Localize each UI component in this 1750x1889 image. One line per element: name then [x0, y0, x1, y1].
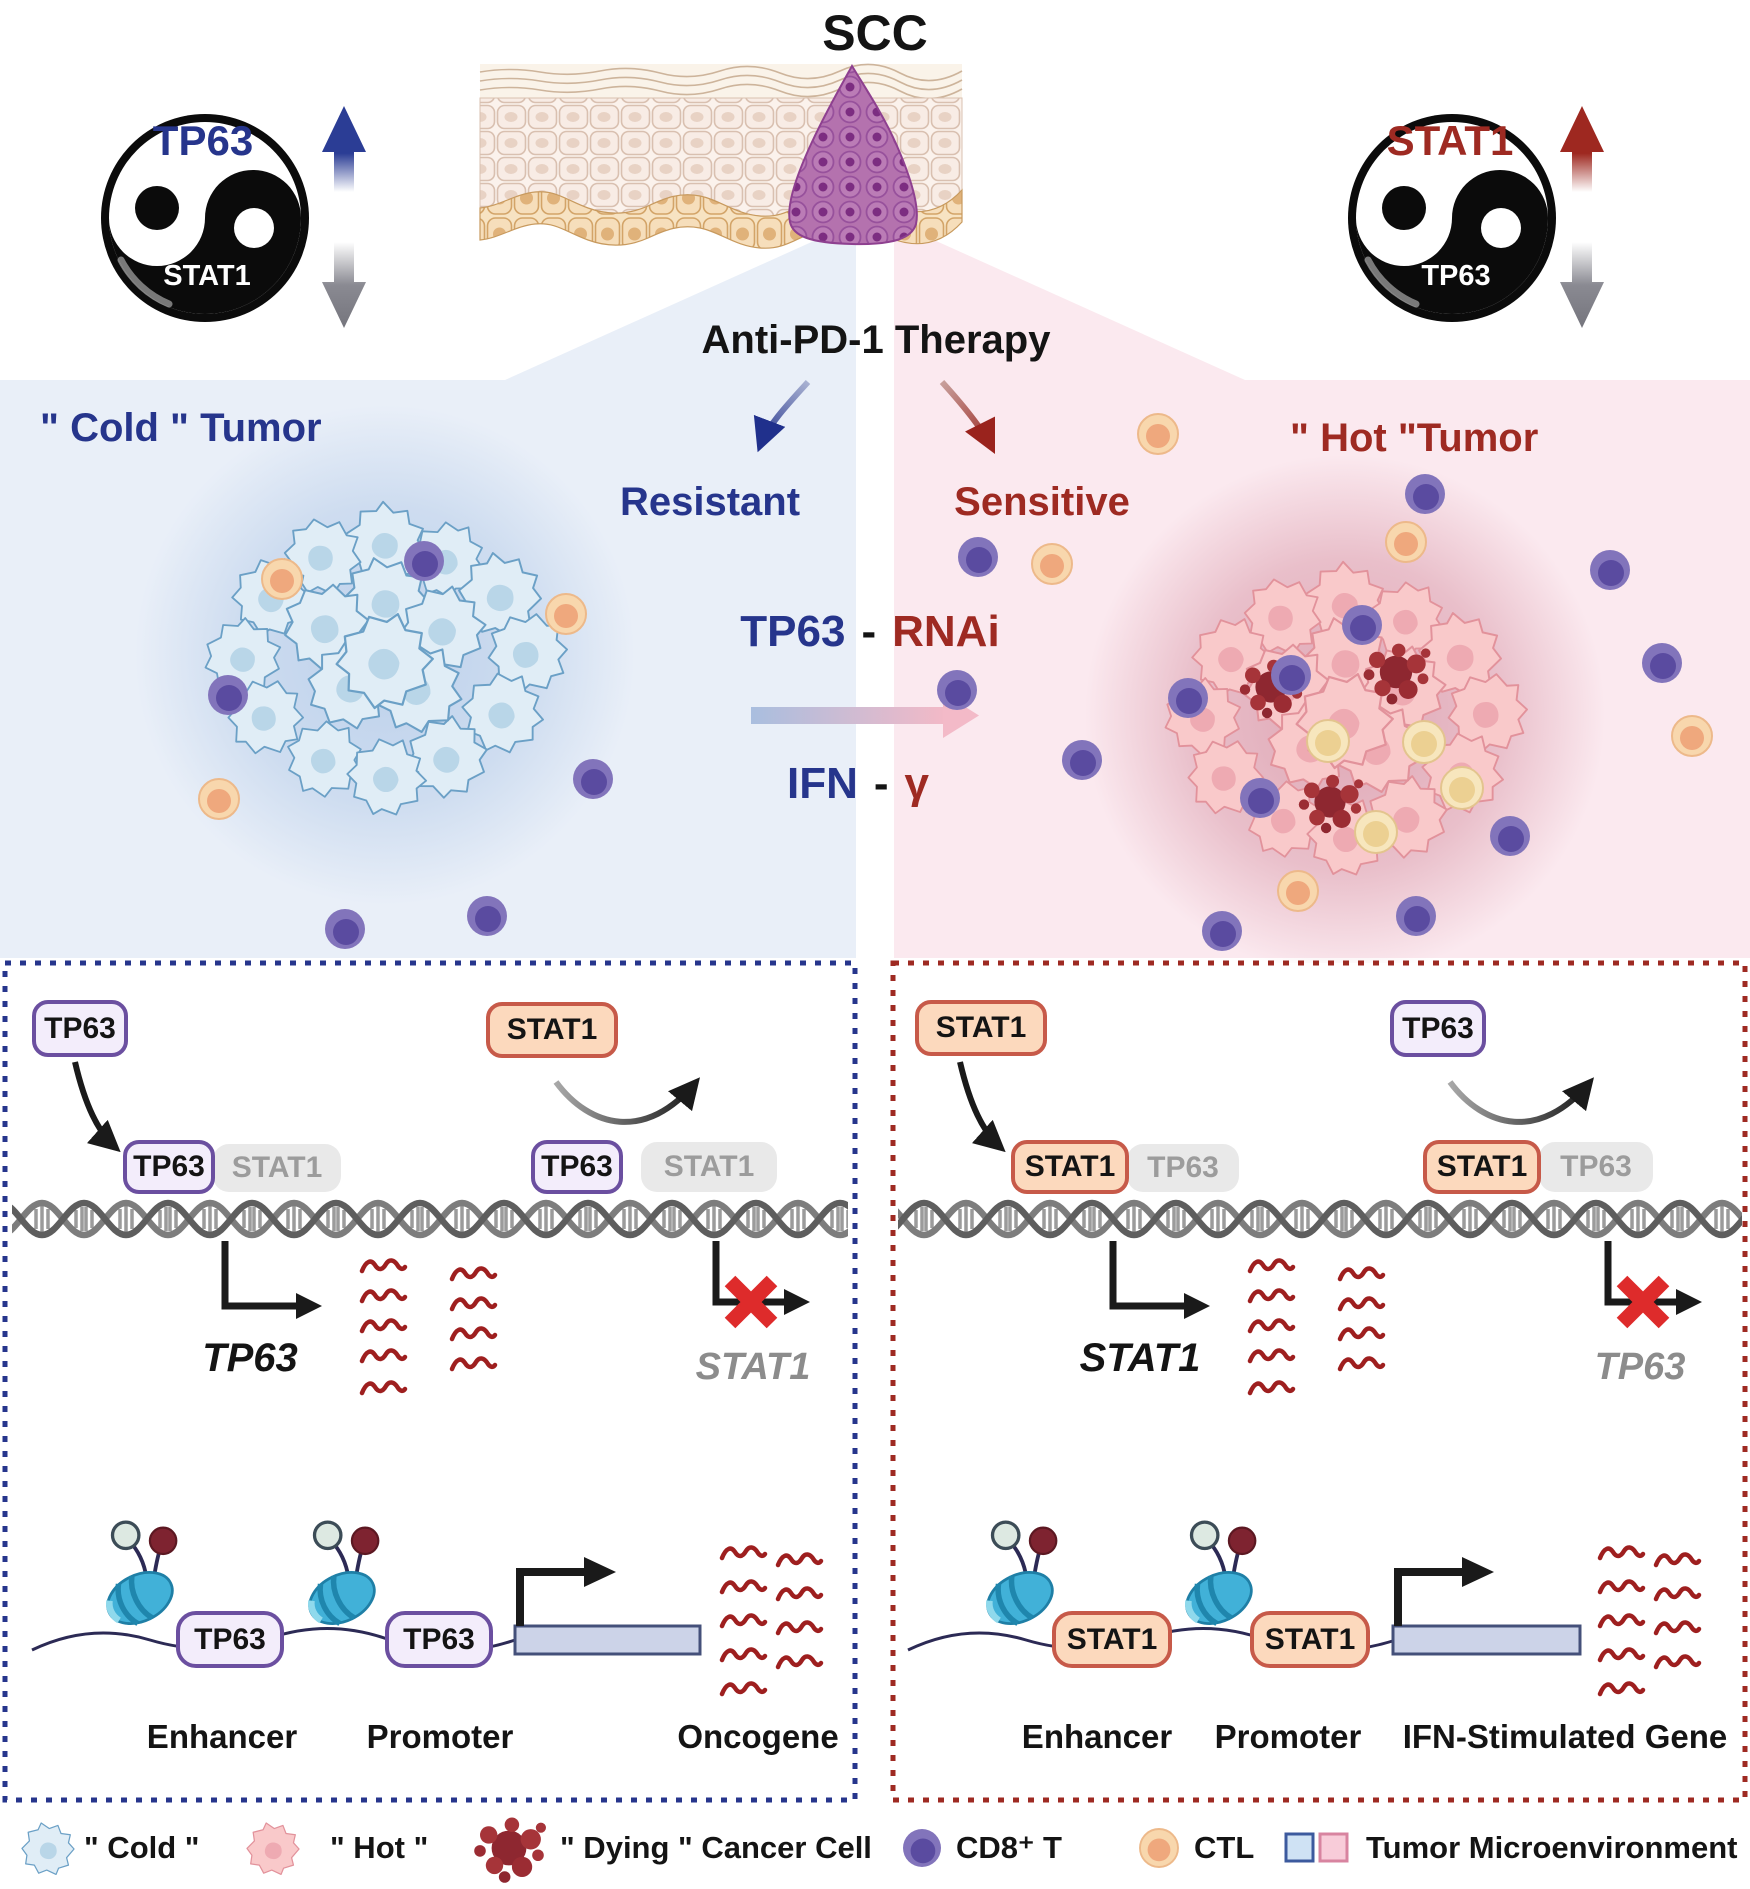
tme-cold-swatch	[1284, 1832, 1315, 1863]
cytokine-name: IFN	[786, 759, 858, 808]
stat1-eviction-arrow	[553, 1077, 700, 1125]
tp63-transcription-arrow	[221, 1241, 298, 1310]
sensitive-label: Sensitive	[954, 480, 1130, 524]
tp63-enhancer-pill: TP63	[176, 1611, 284, 1668]
legend-cd8-label: CD8⁺ T	[956, 1830, 1062, 1865]
tp63-bound-pill: TP63	[531, 1140, 623, 1194]
stat1-binding-arrow	[957, 1061, 1006, 1153]
stat1-bound-pill: STAT1	[1423, 1140, 1541, 1194]
tp63-free-pill: TP63	[1390, 1000, 1486, 1057]
promoter-label: Promoter	[366, 1718, 514, 1755]
legend-icons	[21, 1817, 1349, 1883]
tss-arrow	[1394, 1568, 1464, 1626]
stat1-down-arrow-icon	[322, 242, 366, 328]
knockdown-gene: TP63	[740, 607, 846, 656]
isg-body	[1391, 1624, 1582, 1656]
tp63-binding-arrow	[72, 1061, 121, 1153]
legend-cold-label: " Cold "	[84, 1830, 200, 1865]
scc-tumor	[788, 64, 918, 246]
stat1-transcription-arrow	[1109, 1241, 1186, 1310]
yinyang-right-top-label: STAT1	[1386, 117, 1514, 164]
stat1-displaced-pill: STAT1	[213, 1144, 341, 1192]
tp63-promoter-pill: TP63	[385, 1611, 493, 1668]
hot-tumor-label: " Hot "Tumor	[1290, 416, 1539, 460]
yinyang-right-bottom-label: TP63	[1421, 260, 1491, 292]
legend-tme-label: Tumor Microenvironment	[1366, 1830, 1738, 1865]
cytokine-sep: -	[873, 759, 889, 808]
blocked-gene-label: TP63	[1594, 1346, 1686, 1388]
active-gene-label: TP63	[202, 1336, 298, 1380]
active-gene-label: STAT1	[1079, 1336, 1201, 1380]
dying-cell-icon	[474, 1817, 546, 1883]
legend-dying-label: " Dying " Cancer Cell	[560, 1830, 872, 1865]
tp63-down-arrow-icon	[1560, 242, 1604, 328]
figure-title: SCC	[822, 5, 928, 61]
resistant-curved-arrow	[753, 379, 811, 453]
tp63-displaced-pill: TP63	[1539, 1142, 1653, 1192]
enhancer-label: Enhancer	[1021, 1718, 1173, 1755]
knockdown-method: RNAi	[892, 607, 1000, 656]
cold-cell-icon	[21, 1822, 75, 1876]
cold-tumor-label: " Cold " Tumor	[40, 406, 322, 450]
tp63-bound-pill: TP63	[123, 1140, 215, 1194]
dna-helix	[898, 1197, 1742, 1243]
tp63-up-arrow-icon	[322, 106, 366, 192]
tss-arrow	[516, 1568, 586, 1626]
stat1-blocked-arrow	[712, 1241, 786, 1306]
tp63-free-pill: TP63	[32, 1000, 128, 1057]
skin-illustration	[479, 63, 963, 249]
cytokine-suffix: γ	[904, 759, 930, 808]
stat1-free-pill: STAT1	[486, 1002, 618, 1058]
hot-cell-icon	[246, 1822, 300, 1876]
tp63-eviction-arrow	[1447, 1077, 1594, 1125]
stat1-displaced-pill: STAT1	[641, 1142, 777, 1192]
resistant-label: Resistant	[619, 480, 801, 524]
tp63-blocked-arrow	[1604, 1241, 1678, 1306]
ctl-icon	[1139, 1828, 1179, 1868]
stat1-blocked-x-icon	[724, 1275, 778, 1329]
blocked-gene-label: STAT1	[695, 1346, 811, 1388]
stat1-bound-pill: STAT1	[1011, 1140, 1129, 1194]
therapy-label: Anti-PD-1 Therapy	[701, 318, 1051, 362]
stat1-up-arrow-icon	[1560, 106, 1604, 192]
stat1-promoter-pill: STAT1	[1250, 1611, 1370, 1668]
enhancer-label: Enhancer	[146, 1718, 298, 1755]
dna-helix	[12, 1197, 848, 1243]
right-panel-graphics	[898, 1061, 1742, 1694]
legend-ctl-label: CTL	[1194, 1830, 1255, 1865]
oncogene-label: Oncogene	[677, 1718, 839, 1755]
isg-label: IFN-Stimulated Gene	[1402, 1718, 1728, 1755]
yinyang-left-bottom-label: STAT1	[163, 260, 251, 292]
legend-hot-label: " Hot "	[330, 1830, 429, 1865]
promoter-label: Promoter	[1214, 1718, 1362, 1755]
stat1-enhancer-pill: STAT1	[1052, 1611, 1172, 1668]
knockdown-sep: -	[861, 607, 877, 656]
stat1-free-pill: STAT1	[915, 1000, 1047, 1056]
yinyang-left-top-label: TP63	[152, 117, 254, 164]
tp63-displaced-pill: TP63	[1127, 1144, 1239, 1192]
cd8-t-icon	[903, 1829, 941, 1867]
sensitive-curved-arrow	[939, 379, 996, 455]
tme-hot-swatch	[1318, 1832, 1349, 1863]
cytokine-label: IFN - γ	[787, 762, 929, 806]
knockdown-label: TP63- RNAi	[740, 610, 999, 654]
oncogene-body	[513, 1624, 702, 1656]
tp63-blocked-x-icon	[1616, 1275, 1670, 1329]
